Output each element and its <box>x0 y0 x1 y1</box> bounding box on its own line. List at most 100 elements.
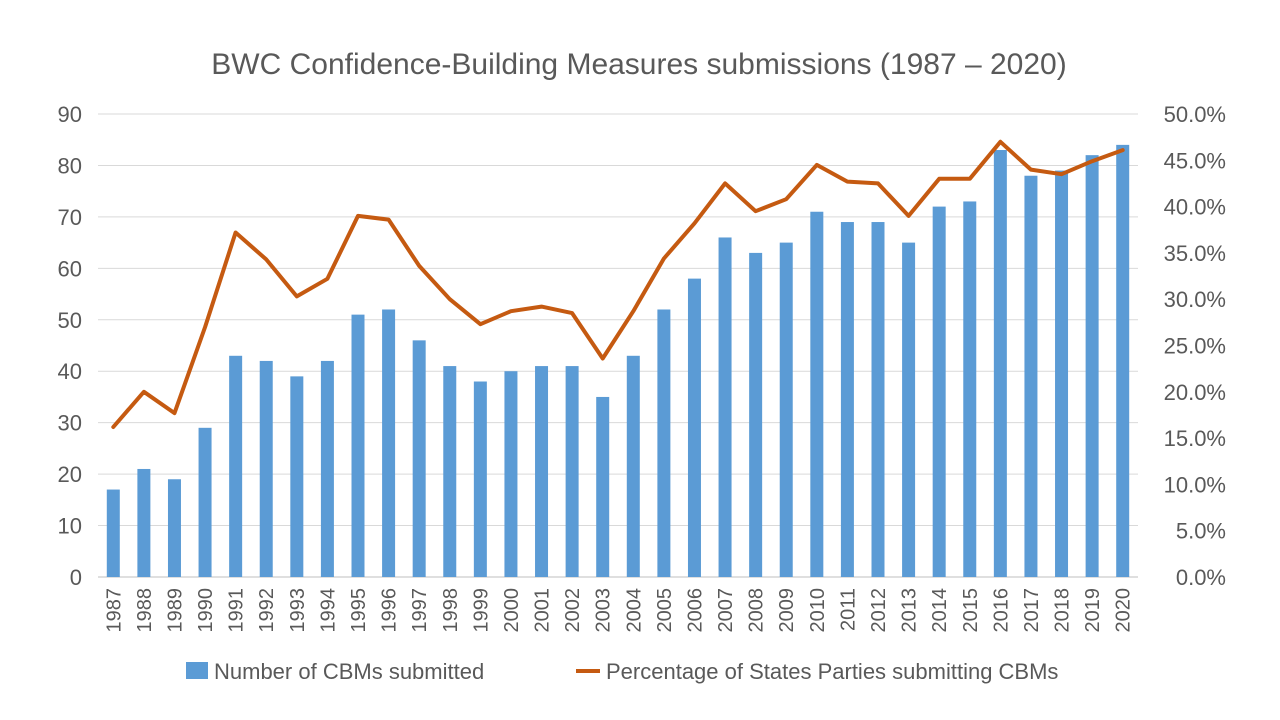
x-tick-label: 1994 <box>317 588 339 633</box>
bar <box>657 309 671 577</box>
x-tick-label: 2003 <box>593 588 615 633</box>
x-tick-label: 2005 <box>654 588 676 633</box>
legend-swatch-bars <box>186 662 208 679</box>
gridlines <box>98 113 1138 578</box>
bar <box>779 242 793 577</box>
bar <box>412 340 426 577</box>
bar <box>535 366 549 577</box>
bar <box>626 355 640 577</box>
bar <box>320 360 334 577</box>
x-tick-label: 2013 <box>899 588 921 633</box>
legend-label-line: Percentage of States Parties submitting … <box>606 659 1058 684</box>
y-right-tick-label: 40.0% <box>1164 195 1226 220</box>
bar <box>1116 144 1130 577</box>
bar <box>749 252 763 577</box>
bar <box>840 222 854 578</box>
chart-title: BWC Confidence-Building Measures submiss… <box>211 48 1066 81</box>
x-tick-label: 1987 <box>103 588 125 633</box>
x-tick-label: 2012 <box>868 588 890 633</box>
y-right-tick-label: 5.0% <box>1176 519 1226 544</box>
bar <box>137 468 151 577</box>
bar <box>687 278 701 577</box>
line-series <box>111 139 1125 429</box>
legend-label-bars: Number of CBMs submitted <box>214 659 484 684</box>
x-tick-label: 1988 <box>134 588 156 633</box>
x-tick-label: 2002 <box>562 588 584 633</box>
y-right-tick-label: 25.0% <box>1164 334 1226 359</box>
x-tick-label: 1999 <box>470 588 492 633</box>
y-left-tick-label: 20 <box>58 462 82 487</box>
y-right-tick-label: 30.0% <box>1164 287 1226 312</box>
x-axis: 1987 1988 1989 1990 1991 1992 1993 1994 1995 1996… <box>103 588 1134 633</box>
x-tick-label: 1992 <box>256 588 278 633</box>
y-left-tick-label: 0 <box>70 565 82 590</box>
bar <box>1024 175 1038 577</box>
x-tick-label: 2006 <box>684 588 706 633</box>
bar <box>259 360 273 577</box>
x-tick-label: 1991 <box>226 588 248 633</box>
bar <box>596 396 610 577</box>
bar <box>810 211 824 577</box>
y-right-tick-label: 0.0% <box>1176 565 1226 590</box>
x-tick-label: 2007 <box>715 588 737 633</box>
y-right-tick-label: 35.0% <box>1164 241 1226 266</box>
y-right-tick-label: 10.0% <box>1164 472 1226 497</box>
y-left-tick-label: 50 <box>58 308 82 333</box>
x-tick-label: 1990 <box>195 588 217 633</box>
bar <box>1055 170 1069 578</box>
bar <box>229 355 243 577</box>
bar <box>504 371 518 577</box>
bar <box>718 237 732 577</box>
bar <box>993 150 1007 577</box>
bar <box>351 314 365 577</box>
bar <box>198 427 212 577</box>
x-tick-label: 2015 <box>960 588 982 633</box>
percentage-line <box>111 139 1125 429</box>
x-tick-label: 2018 <box>1052 588 1074 633</box>
bar-series <box>106 144 1130 578</box>
x-tick-label: 2017 <box>1021 588 1043 633</box>
bar <box>871 222 885 578</box>
bar <box>382 309 396 577</box>
y-left-tick-label: 10 <box>58 514 82 539</box>
x-tick-label: 1996 <box>379 588 401 633</box>
right-axis: 0.0% 5.0% 10.0% 15.0% 20.0% 25.0% 30.0% 35.0% 40… <box>1164 102 1226 590</box>
y-right-tick-label: 15.0% <box>1164 426 1226 451</box>
y-left-tick-label: 60 <box>58 256 82 281</box>
x-tick-label: 1997 <box>409 588 431 633</box>
bar <box>473 381 487 577</box>
y-left-tick-label: 70 <box>58 205 82 230</box>
x-tick-label: 2011 <box>837 588 859 631</box>
x-tick-label: 2014 <box>929 588 951 633</box>
x-tick-label: 1995 <box>348 588 370 633</box>
left-axis: 0 10 20 30 40 50 60 70 80 90 <box>58 102 82 590</box>
x-tick-label: 2009 <box>776 588 798 633</box>
y-right-tick-label: 20.0% <box>1164 380 1226 405</box>
bar <box>106 489 120 577</box>
y-right-tick-label: 45.0% <box>1164 148 1226 173</box>
x-tick-label: 2004 <box>623 588 645 633</box>
x-tick-label: 1998 <box>440 588 462 633</box>
bar <box>290 376 304 577</box>
legend: Number of CBMs submitted Percentage of S… <box>186 659 1058 684</box>
bar <box>565 366 579 577</box>
x-tick-label: 2008 <box>746 588 768 633</box>
y-left-tick-label: 80 <box>58 153 82 178</box>
x-tick-label: 1989 <box>164 588 186 633</box>
x-tick-label: 2001 <box>532 588 554 633</box>
bar <box>902 242 916 577</box>
x-tick-label: 2016 <box>990 588 1012 633</box>
x-tick-label: 2000 <box>501 588 523 633</box>
bar <box>963 201 977 577</box>
y-right-tick-label: 50.0% <box>1164 102 1226 127</box>
y-left-tick-label: 40 <box>58 359 82 384</box>
y-left-tick-label: 90 <box>58 102 82 127</box>
bar <box>167 479 181 577</box>
x-tick-label: 2020 <box>1113 588 1135 633</box>
bar <box>932 206 946 577</box>
y-left-tick-label: 30 <box>58 411 82 436</box>
x-tick-label: 2010 <box>807 588 829 633</box>
bar <box>443 366 457 577</box>
